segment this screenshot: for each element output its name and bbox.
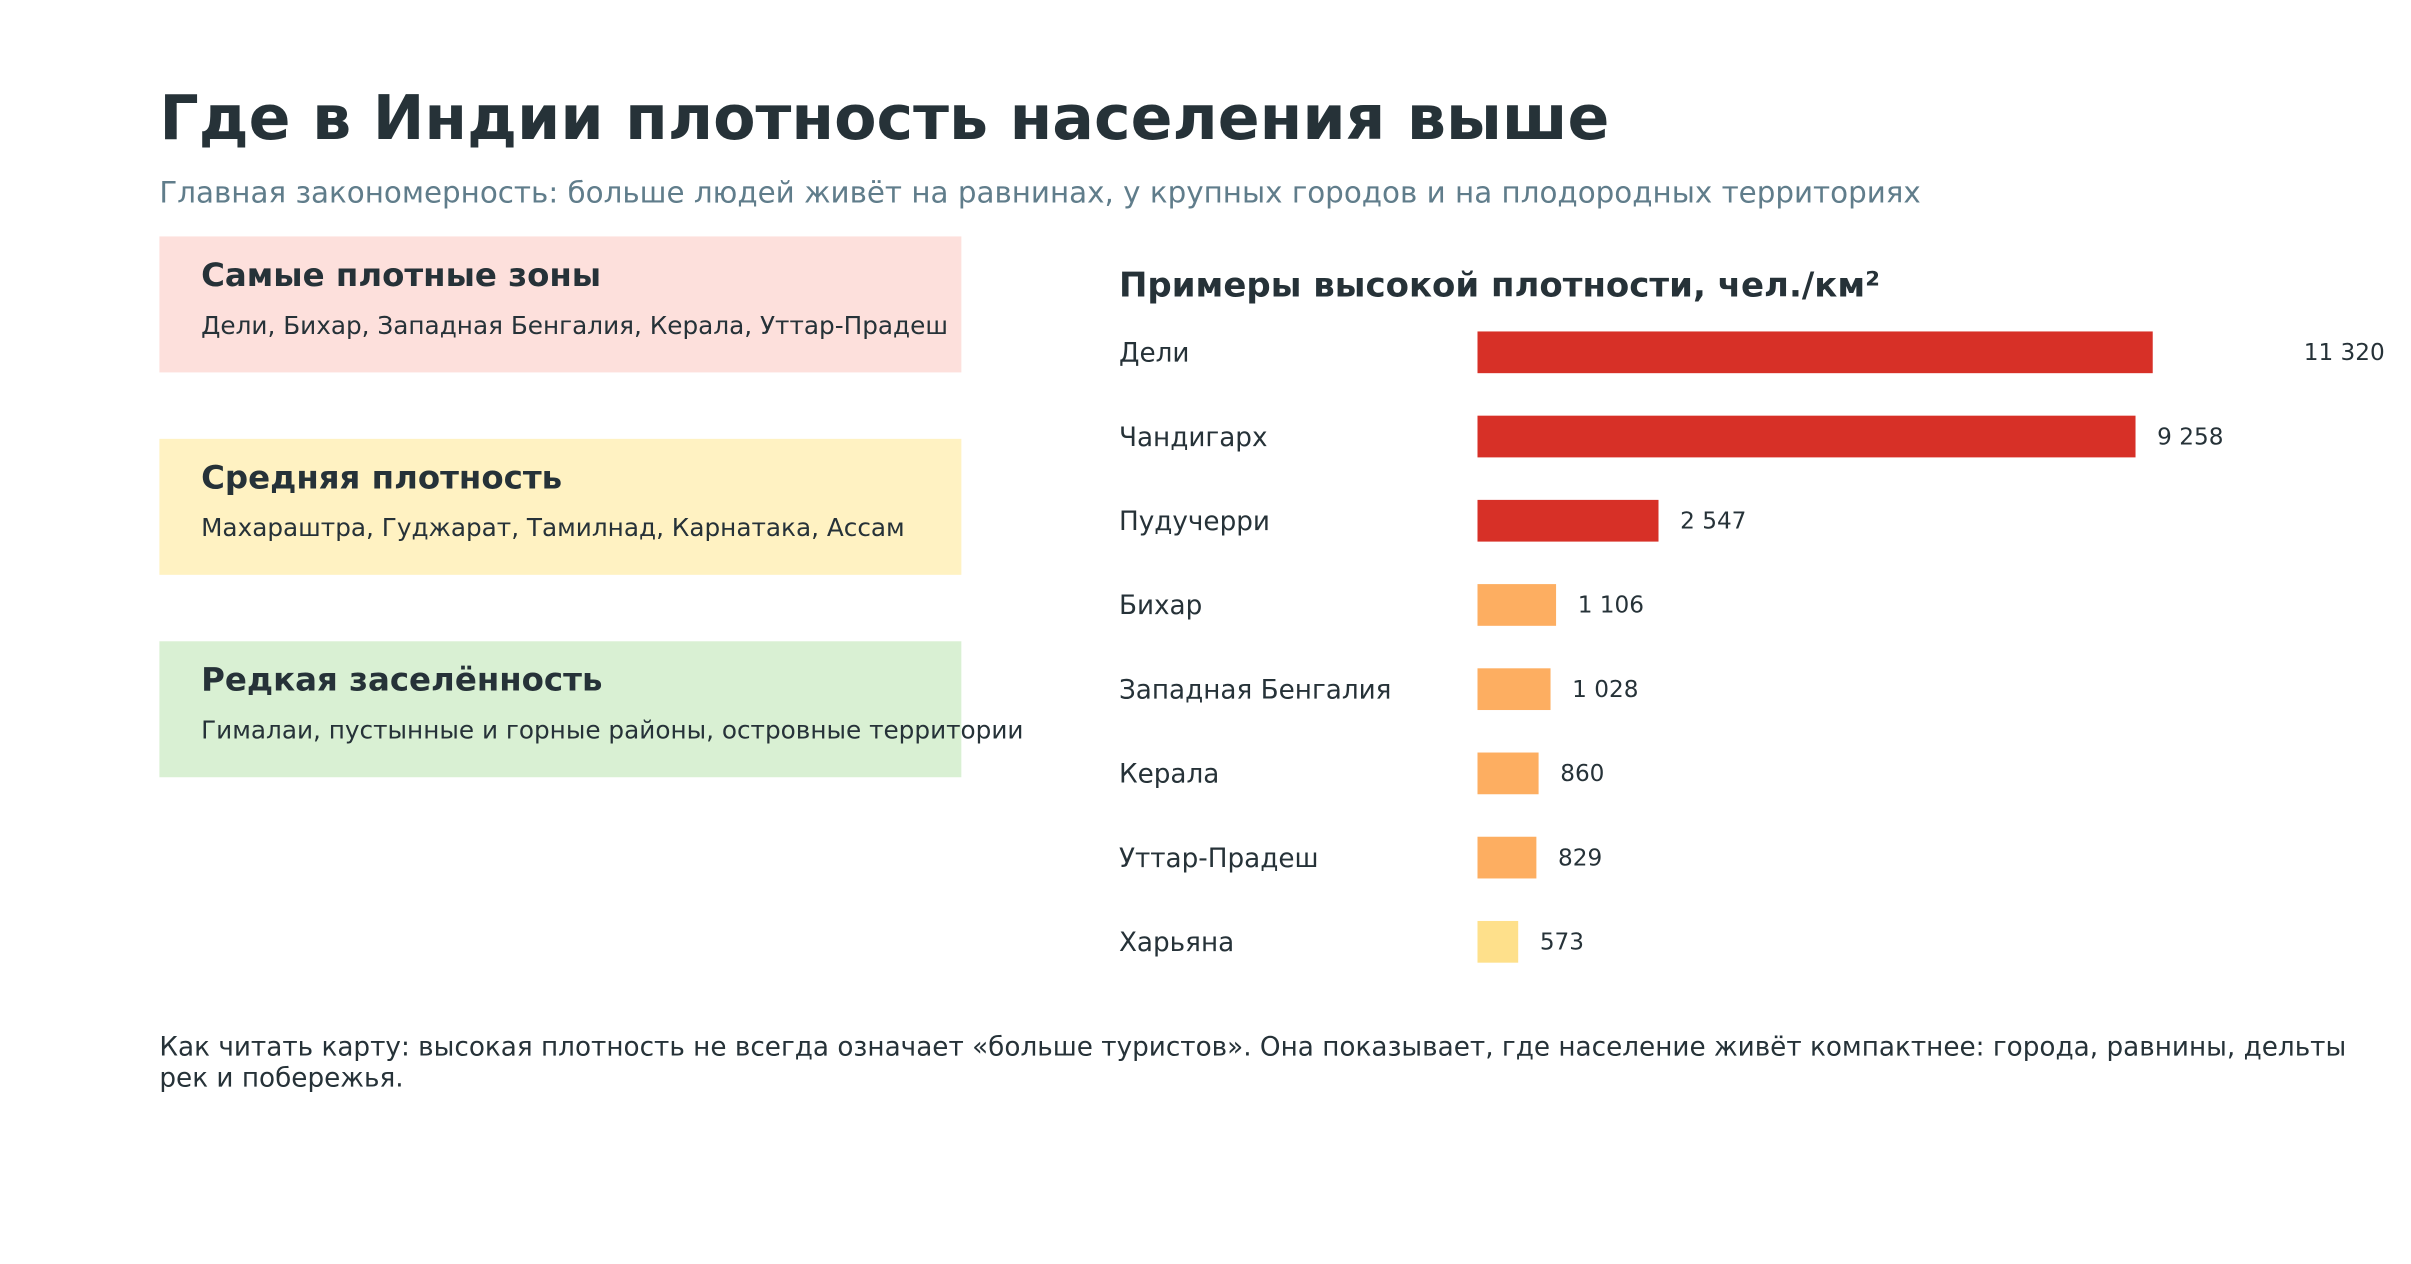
category-label: Харьяна (1119, 928, 1234, 958)
card-text: Гималаи, пустынные и горные районы, остр… (201, 716, 1023, 745)
category-label: Западная Бенгалия (1119, 675, 1392, 705)
bar (1477, 331, 2153, 374)
card (159, 641, 962, 778)
bar (1477, 415, 2136, 458)
bar (1477, 668, 1551, 711)
category-label: Пудучерри (1119, 507, 1270, 537)
bar (1477, 920, 1519, 963)
footer: Как читать карту: высокая плотность не в… (159, 1032, 2347, 1095)
value-label: 9 258 (2157, 423, 2223, 450)
value-label: 573 (1540, 929, 1584, 956)
page-subtitle: Главная закономерность: больше людей жив… (159, 175, 1920, 209)
category-label: Керала (1119, 760, 1219, 790)
value-label: 829 (1558, 844, 1602, 871)
value-label: 1 106 (1578, 592, 1644, 619)
bar (1477, 836, 1537, 879)
page-title: Где в Индии плотность населения выше (159, 82, 1609, 154)
value-label: 860 (1560, 760, 1604, 787)
card (159, 438, 962, 575)
chart-title: Примеры высокой плотности, чел./км² (1119, 266, 1880, 306)
bar (1477, 499, 1659, 542)
footer-text: Как читать карту: высокая плотность не в… (159, 1032, 2347, 1095)
category-label: Бихар (1119, 591, 1202, 621)
category-label: Уттар-Прадеш (1119, 844, 1319, 874)
card-title: Редкая заселённость (201, 661, 602, 699)
bar (1477, 752, 1539, 795)
card-title: Самые плотные зоны (201, 256, 601, 294)
value-label: 11 320 (2304, 339, 2385, 366)
value-label: 2 547 (1680, 507, 1746, 534)
bar (1477, 584, 1557, 626)
category-label: Чандигарх (1119, 423, 1268, 453)
card (159, 236, 962, 373)
card-text: Махараштра, Гуджарат, Тамилнад, Карнатак… (201, 513, 905, 542)
bars (1477, 331, 2153, 963)
card-title: Средняя плотность (201, 458, 562, 496)
value-label: 1 028 (1572, 676, 1638, 703)
category-label: Дели (1119, 339, 1190, 369)
card-text: Дели, Бихар, Западная Бенгалия, Керала, … (201, 311, 948, 340)
